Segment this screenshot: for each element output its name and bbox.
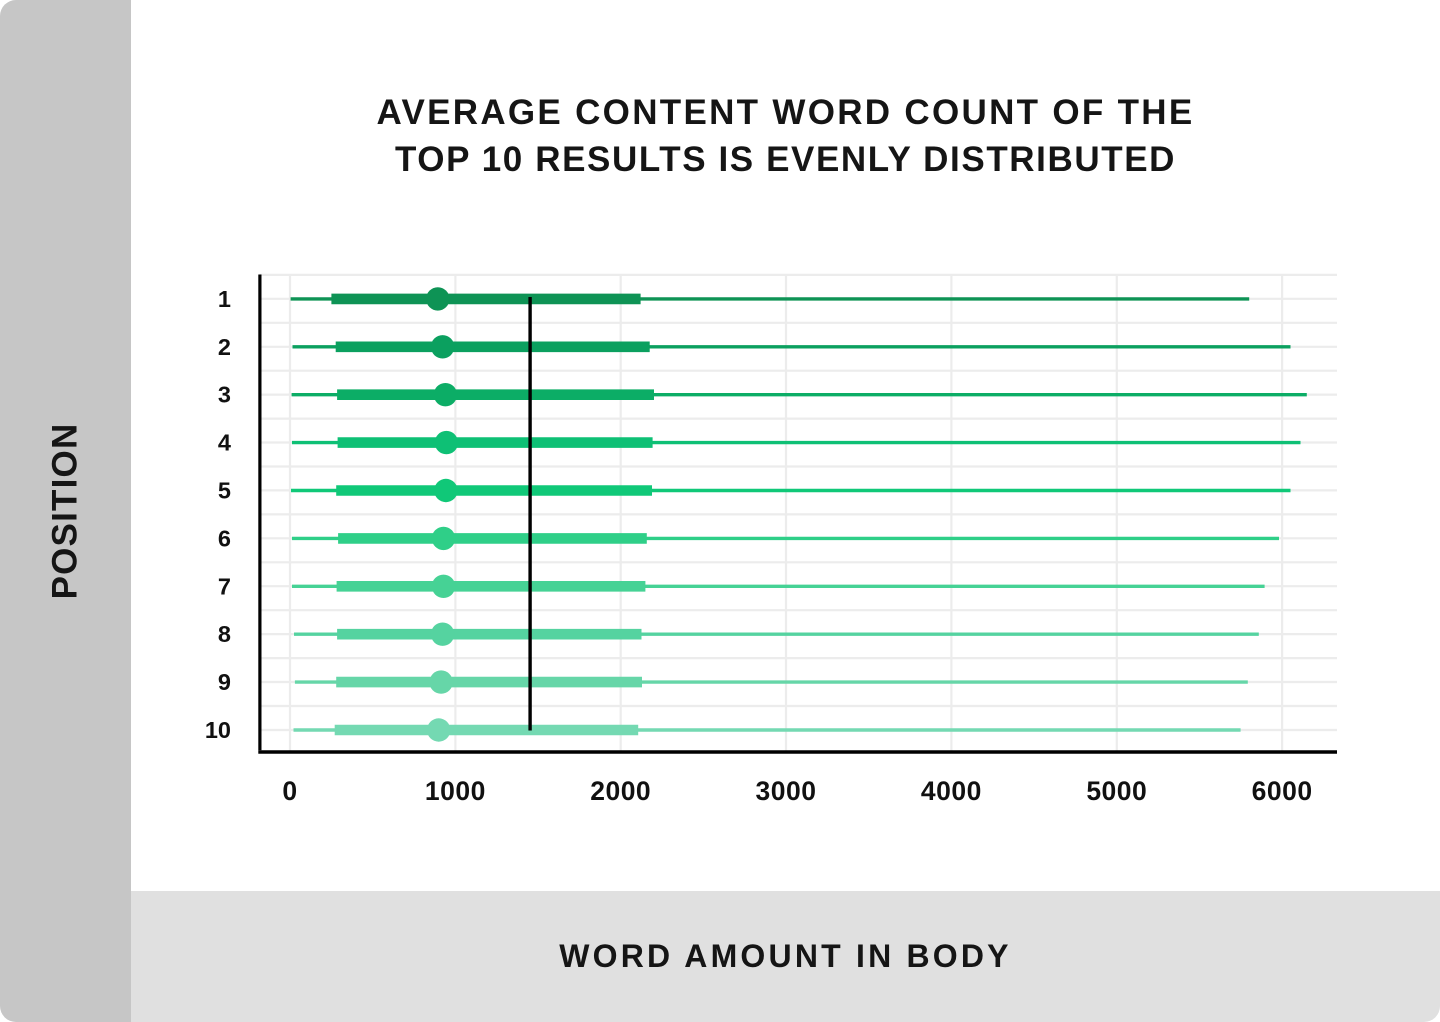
svg-text:3000: 3000 xyxy=(756,776,817,806)
svg-text:8: 8 xyxy=(218,621,231,647)
svg-text:2000: 2000 xyxy=(590,776,651,806)
svg-text:9: 9 xyxy=(218,669,231,695)
svg-text:3: 3 xyxy=(218,382,231,408)
svg-text:7: 7 xyxy=(218,573,231,599)
svg-text:1: 1 xyxy=(218,286,231,312)
svg-text:1000: 1000 xyxy=(425,776,486,806)
svg-text:4: 4 xyxy=(218,430,231,456)
svg-text:6: 6 xyxy=(218,525,231,551)
svg-text:4000: 4000 xyxy=(921,776,982,806)
svg-text:2: 2 xyxy=(218,334,231,360)
svg-text:10: 10 xyxy=(205,717,231,743)
svg-text:6000: 6000 xyxy=(1252,776,1313,806)
svg-text:0: 0 xyxy=(282,776,297,806)
svg-text:5: 5 xyxy=(218,478,231,504)
svg-text:5000: 5000 xyxy=(1086,776,1147,806)
